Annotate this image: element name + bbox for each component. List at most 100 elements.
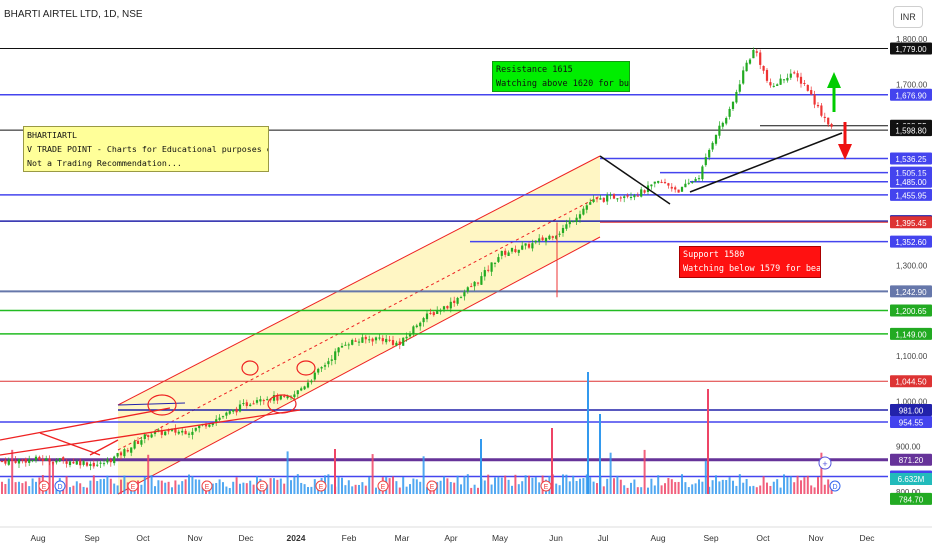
candle-body-197 <box>670 186 673 189</box>
candle-body-74 <box>252 403 255 405</box>
volume-bar-226 <box>769 485 772 494</box>
candle-body-193 <box>657 180 660 183</box>
candle-body-153 <box>521 245 524 250</box>
candle-body-108 <box>368 339 371 341</box>
volume-bar-73 <box>249 480 252 494</box>
volume-bar-168 <box>572 475 575 494</box>
volume-bar-81 <box>276 479 279 494</box>
volume-bar-188 <box>640 487 643 494</box>
volume-bar-4 <box>14 482 17 494</box>
volume-bar-23 <box>79 483 82 494</box>
volume-bar-9 <box>31 478 34 494</box>
symbol-title: BHARTI AIRTEL LTD, 1D, NSE <box>4 9 143 20</box>
candle-body-163 <box>555 235 558 239</box>
x-tick-4: Dec <box>238 533 254 543</box>
volume-bar-125 <box>426 487 428 494</box>
price-tag-7: 1,455.95 <box>895 191 927 200</box>
volume-bar-74 <box>252 484 255 494</box>
price-tag-6: 1,485.00 <box>895 178 927 187</box>
candle-body-80 <box>272 395 276 401</box>
channel-upper-line <box>117 155 601 406</box>
candle-body-76 <box>259 399 262 402</box>
volume-bar-202 <box>687 487 690 494</box>
price-tag-bg-7 <box>890 188 932 201</box>
candle-body-131 <box>446 305 449 309</box>
candle-body-109 <box>371 338 374 342</box>
volume-bar-108 <box>368 476 371 494</box>
candle-body-184 <box>626 195 629 197</box>
volume-bar-181 <box>616 475 619 494</box>
candle-body-168 <box>572 221 575 223</box>
note-line-1: BHARTIARTL <box>27 130 77 140</box>
candle-body-60 <box>204 424 208 427</box>
volume-bar-92 <box>313 479 316 494</box>
candle-body-24 <box>82 461 85 465</box>
volume-bar-107 <box>364 485 367 494</box>
candle-body-27 <box>92 462 95 467</box>
price-tag-bg-1 <box>890 88 932 101</box>
candle-body-204 <box>694 178 697 182</box>
volume-bar-91 <box>310 486 313 494</box>
candle-body-92 <box>313 372 316 380</box>
volume-bar-153 <box>521 481 524 494</box>
volume-bar-238 <box>810 485 813 494</box>
volume-bar-79 <box>269 478 272 494</box>
event-marker-label-8: E <box>544 484 549 491</box>
event-marker-0 <box>38 480 50 492</box>
volume-bar-86 <box>293 476 296 494</box>
candle-body-41 <box>140 440 143 445</box>
candle-body-55 <box>187 433 191 435</box>
volume-bar-167 <box>568 481 571 494</box>
candle-body-167 <box>568 220 571 225</box>
price-tag-11: 1,242.90 <box>895 288 927 297</box>
y-tick-2: 1,000.00 <box>896 397 928 406</box>
volume-bar-101 <box>344 485 347 494</box>
volume-bar-25 <box>86 487 88 494</box>
volume-bar-235 <box>800 480 802 494</box>
volume-bar-215 <box>732 480 734 494</box>
candle-body-156 <box>531 243 534 249</box>
volume-bar-183 <box>623 485 626 494</box>
candle-body-116 <box>395 342 398 346</box>
candle-body-34 <box>116 453 119 457</box>
y-tick-10: 1,800.00 <box>896 35 928 44</box>
candle-body-33 <box>113 456 116 464</box>
currency-button[interactable]: INR <box>893 6 923 28</box>
candle-body-179 <box>609 194 612 196</box>
candle-body-96 <box>327 361 330 365</box>
event-marker-label-7: E <box>430 484 435 491</box>
candle-body-143 <box>487 269 490 271</box>
candle-body-158 <box>538 238 541 242</box>
candle-body-210 <box>714 134 718 144</box>
volume-bar-132 <box>449 481 452 494</box>
volume-bar-123 <box>419 481 422 494</box>
volume-bar-186 <box>633 479 636 494</box>
candle-body-23 <box>79 460 82 466</box>
event-marker-4 <box>256 480 268 492</box>
price-tag-bg-14 <box>890 375 932 388</box>
candle-body-206 <box>701 166 704 180</box>
candle-body-229 <box>779 78 782 85</box>
candle-body-16 <box>55 460 58 463</box>
resistance-line-1: Resistance 1615 <box>496 65 573 75</box>
volume-bar-150 <box>511 485 513 494</box>
candle-body-26 <box>89 463 92 467</box>
volume-bar-224 <box>762 476 765 494</box>
volume-bar-138 <box>470 487 473 494</box>
volume-bar-32 <box>109 478 112 494</box>
volume-bar-192 <box>653 485 656 494</box>
volume-bar-194 <box>660 485 663 494</box>
volume-bar-146 <box>497 476 500 494</box>
candle-body-15 <box>51 462 55 464</box>
volume-spike-2 <box>480 439 482 494</box>
candle-body-124 <box>422 318 425 323</box>
volume-bar-68 <box>232 481 235 494</box>
candle-body-133 <box>453 300 456 304</box>
y-tick-0: 800.00 <box>896 488 921 497</box>
candle-body-136 <box>463 292 466 297</box>
volume-bar-116 <box>395 481 398 494</box>
candle-body-132 <box>449 301 452 309</box>
candle-body-140 <box>476 282 480 284</box>
candle-body-84 <box>286 396 289 399</box>
